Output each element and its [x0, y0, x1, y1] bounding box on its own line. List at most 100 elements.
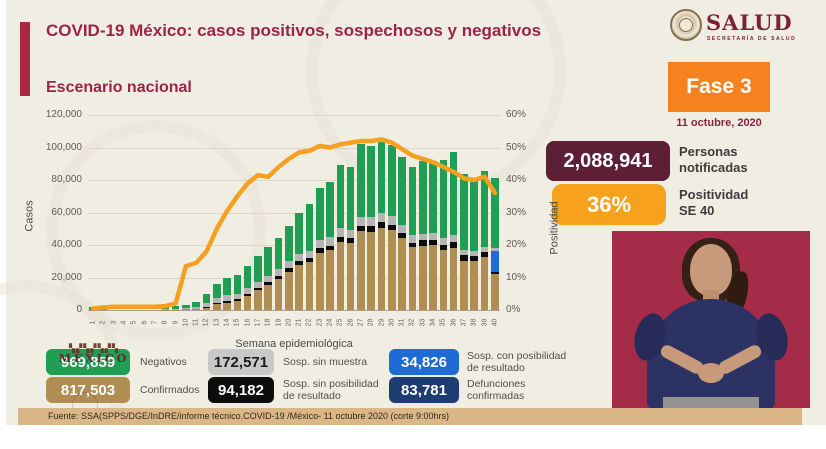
bar-segment: [480, 246, 489, 252]
x-tick: 19: [275, 318, 283, 327]
bar-segment: [202, 294, 211, 304]
bar-segment: [233, 300, 242, 310]
x-tick: 36: [450, 318, 458, 327]
bar-segment: [367, 145, 376, 217]
gridline: [88, 212, 500, 214]
bar-segment: [305, 250, 314, 259]
bar-segment: [418, 233, 427, 241]
x-tick: 25: [336, 318, 344, 327]
bar-segment: [274, 269, 283, 277]
bar-segment: [192, 302, 200, 307]
bar-segment: [357, 144, 365, 217]
report-date: 11 octubre, 2020: [676, 117, 762, 129]
x-tick: 31: [398, 318, 406, 327]
phase-badge: Fase 3: [668, 62, 770, 112]
bar-segment: [460, 255, 468, 261]
x-tick: 24: [326, 318, 334, 327]
y-tick-left: 20,000: [51, 271, 82, 283]
bar-segment: [470, 255, 479, 262]
page-title: COVID-19 México: casos positivos, sospec…: [46, 21, 542, 40]
bar-segment: [274, 279, 283, 310]
bar-segment: [295, 213, 303, 254]
interpreter-hands: [698, 363, 724, 383]
bar-segment: [357, 216, 365, 227]
bar-segment: [388, 224, 396, 230]
legend-defunciones-value: 83,781: [389, 377, 459, 403]
x-tick: 7: [151, 320, 159, 325]
bar-segment: [439, 244, 448, 251]
bar-segment: [243, 288, 252, 294]
bar-segment: [377, 227, 386, 310]
y-tick-left: 40,000: [51, 239, 82, 250]
bar-segment: [182, 304, 190, 308]
positivity-line: [90, 137, 498, 311]
bar-segment: [491, 251, 499, 272]
y-tick-right: 60%: [506, 109, 527, 120]
bar-segment: [212, 284, 221, 298]
y-tick-left: 0: [76, 304, 82, 315]
bar-segment: [367, 226, 376, 232]
bar-segment: [243, 266, 252, 289]
bar-segment: [491, 177, 499, 249]
bar-segment: [367, 231, 376, 310]
bar-segment: [491, 273, 499, 310]
bar-segment: [460, 260, 468, 310]
bar-segment: [470, 261, 479, 310]
legend-sosp-con-posibilidad-value: 34,826: [389, 349, 459, 375]
y-tick-right: 20%: [506, 239, 527, 250]
y-tick-right: 0%: [506, 304, 521, 315]
bar-segment: [223, 302, 231, 310]
bar-segment: [449, 247, 458, 310]
bar-segment: [357, 226, 365, 232]
bar-segment: [295, 261, 303, 266]
bottom-margin: [0, 425, 826, 449]
salud-logo-subtitle: SECRETARÍA DE SALUD: [707, 36, 797, 42]
bar-segment: [171, 306, 180, 310]
bar-segment: [439, 159, 448, 238]
salud-seal-icon: [670, 9, 702, 41]
bar-segment: [470, 250, 479, 256]
x-tick: 14: [223, 318, 231, 327]
bar-segment: [212, 297, 221, 304]
bar-segment: [233, 293, 242, 299]
bar-segment: [202, 307, 211, 310]
bar-segment: [449, 235, 458, 243]
bar-segment: [460, 249, 468, 256]
bar-segment: [388, 145, 396, 216]
bar-segment: [377, 141, 386, 213]
bar-segment: [480, 252, 489, 258]
legend-sosp-sin-posibilidad-value: 94,182: [208, 377, 274, 403]
bar-segment: [315, 248, 324, 253]
bar-segment: [367, 216, 376, 227]
bar-segment: [336, 241, 345, 310]
bar-segment: [408, 242, 417, 248]
x-tick: 5: [130, 320, 138, 325]
x-tick: 33: [419, 318, 427, 327]
x-tick: 29: [378, 318, 386, 327]
bar-segment: [305, 262, 314, 310]
x-tick: 10: [182, 318, 190, 327]
chart-title: Escenario nacional: [46, 79, 192, 96]
bar-segment: [233, 298, 242, 301]
bar-segment: [264, 247, 273, 276]
y-tick-left: 120,000: [45, 109, 82, 120]
x-tick: 35: [439, 318, 447, 327]
x-tick: 16: [244, 318, 252, 327]
bar-segment: [274, 276, 283, 280]
bar-segment: [223, 295, 231, 302]
x-tick: 38: [470, 318, 478, 327]
bar-segment: [460, 173, 468, 250]
bar-segment: [326, 250, 334, 310]
legend-sosp-sin-muestra-value: 172,571: [208, 349, 274, 375]
bar-segment: [408, 235, 417, 243]
x-axis-label: Semana epidemiológica: [235, 338, 353, 350]
personas-notificadas-value: 2,088,941: [546, 141, 670, 181]
x-tick: 32: [408, 318, 416, 327]
personas-notificadas-label: Personas notificadas: [679, 144, 748, 175]
gridline: [88, 277, 500, 279]
gridline: [88, 147, 500, 149]
bar-segment: [398, 232, 406, 238]
y-tick-left: 60,000: [51, 206, 82, 218]
x-tick: 28: [367, 318, 375, 327]
